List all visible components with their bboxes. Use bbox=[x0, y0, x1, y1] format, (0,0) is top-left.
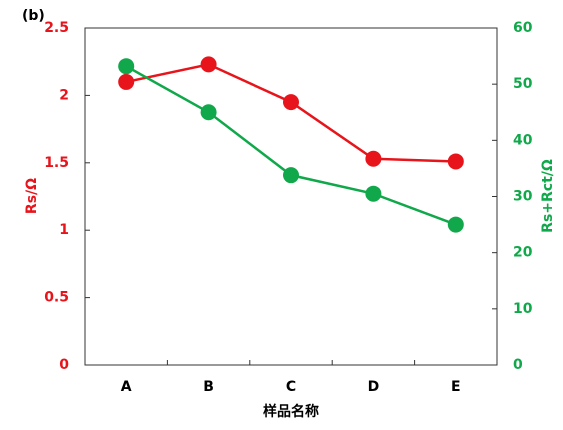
y2-tick-label: 0 bbox=[513, 357, 523, 373]
data-point bbox=[118, 73, 135, 90]
data-point bbox=[283, 94, 299, 111]
y-tick-label: 1 bbox=[59, 222, 69, 238]
y2-tick-label: 20 bbox=[513, 245, 533, 261]
data-point bbox=[447, 216, 464, 233]
x-tick-label: C bbox=[286, 379, 296, 395]
y2-tick-label: 10 bbox=[513, 301, 533, 317]
x-axis-label: 样品名称 bbox=[263, 403, 319, 420]
x-tick-label: D bbox=[368, 379, 380, 395]
y2-axis-label: Rs+Rct/Ω bbox=[540, 159, 556, 233]
data-point bbox=[283, 167, 299, 184]
x-tick-label: E bbox=[451, 379, 461, 395]
series-line bbox=[125, 63, 456, 163]
series-line bbox=[125, 65, 457, 226]
y2-tick-label: 40 bbox=[513, 132, 533, 148]
data-point bbox=[365, 150, 382, 167]
x-tick-label: A bbox=[121, 379, 132, 395]
y2-tick-label: 30 bbox=[513, 189, 533, 205]
y2-tick-label: 50 bbox=[513, 76, 533, 92]
x-tick-label: B bbox=[203, 379, 214, 395]
data-point bbox=[118, 58, 135, 75]
y-tick-label: 0.5 bbox=[44, 290, 69, 306]
y-axis-label: Rs/Ω bbox=[24, 178, 40, 214]
data-point bbox=[200, 104, 217, 121]
y2-tick-label: 60 bbox=[513, 20, 533, 36]
data-point bbox=[447, 153, 464, 170]
data-point bbox=[200, 56, 217, 73]
panel-label: (b) bbox=[22, 8, 45, 24]
y-tick-label: 1.5 bbox=[44, 155, 69, 171]
data-point bbox=[365, 185, 382, 202]
y-tick-label: 2 bbox=[59, 87, 69, 103]
y-tick-label: 0 bbox=[59, 357, 69, 373]
y-tick-label: 2.5 bbox=[44, 20, 69, 36]
